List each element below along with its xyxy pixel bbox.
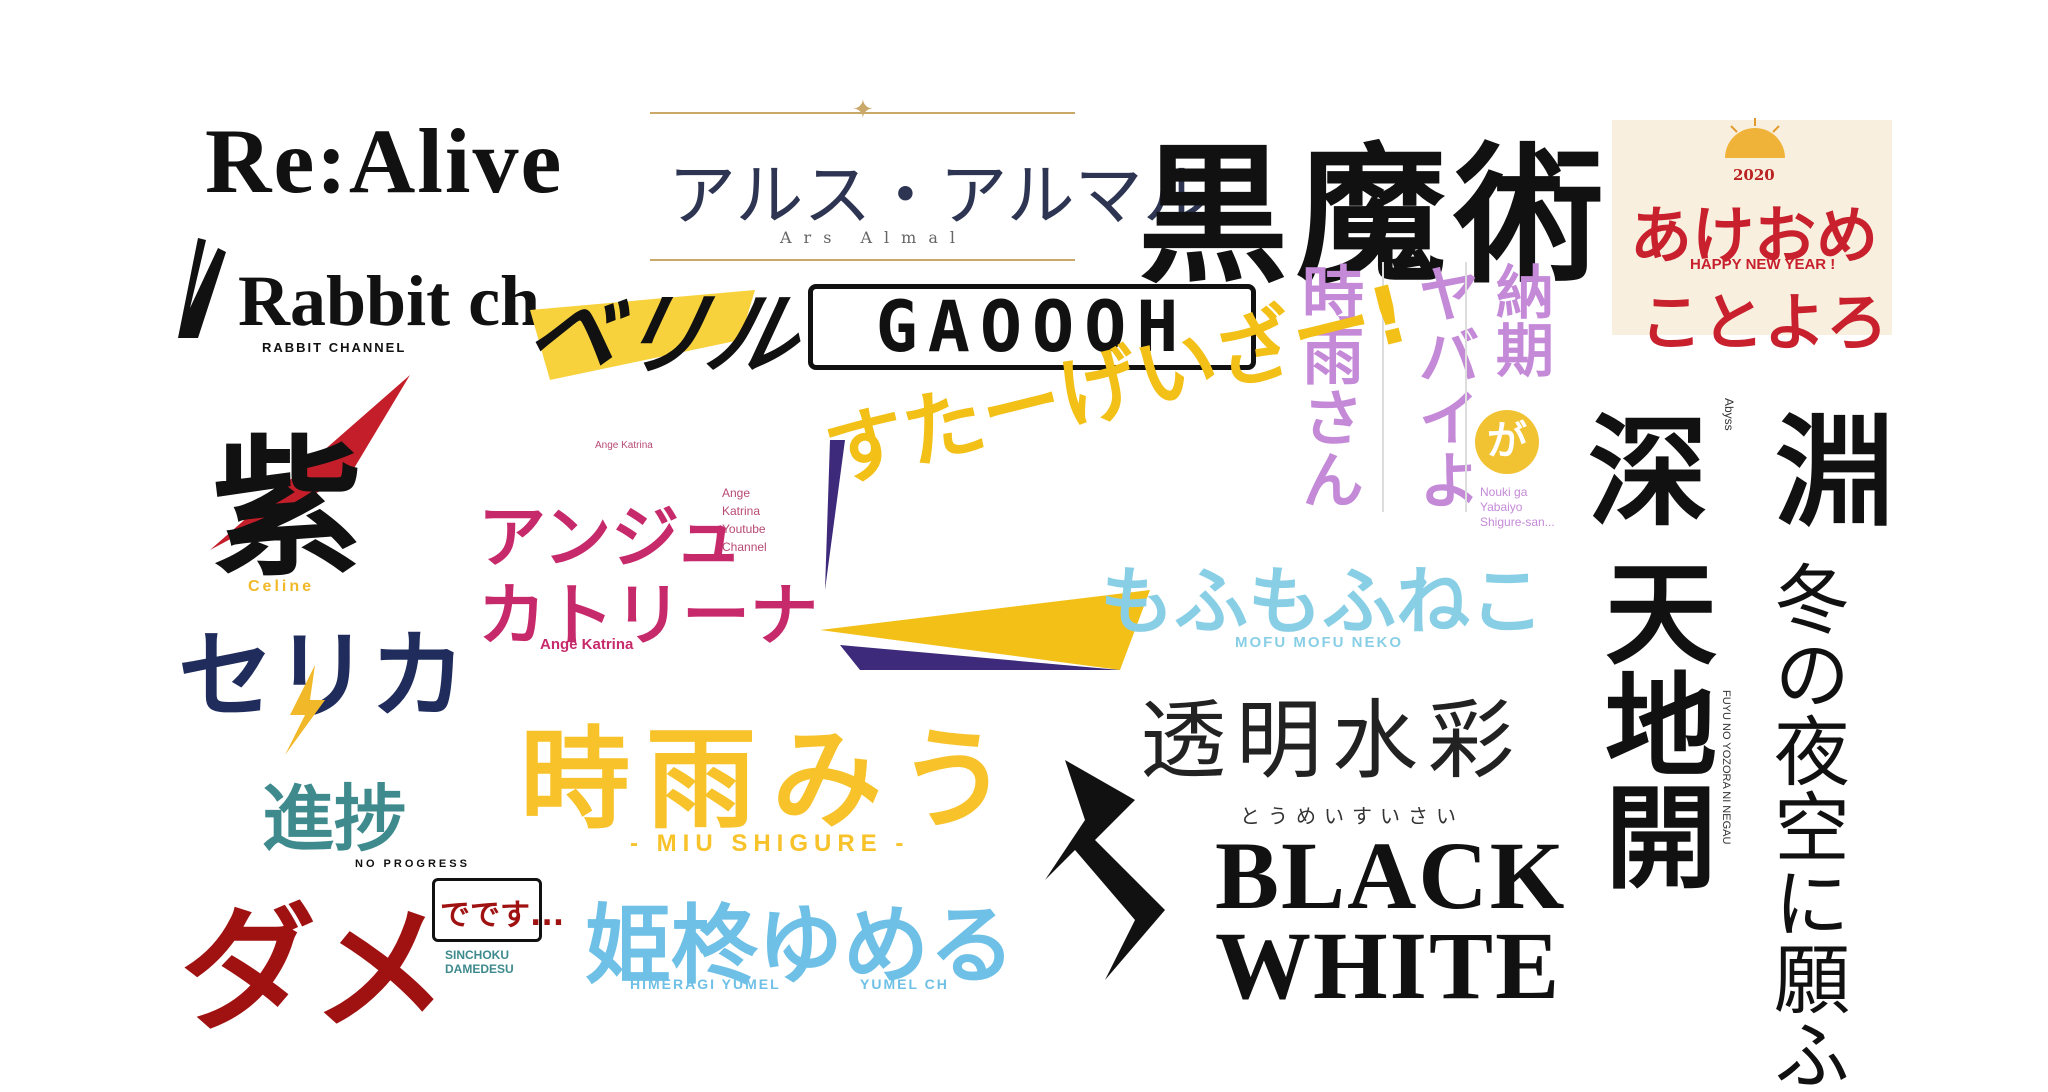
noki-col1: 時雨さん bbox=[1291, 262, 1364, 510]
toumei-logo: 透明水彩 bbox=[1140, 691, 1524, 791]
ange-footer: Ange Katrina bbox=[540, 636, 634, 653]
miu-subtitle: - MIU SHIGURE - bbox=[630, 830, 910, 857]
mofu-logo: もふもふねこ bbox=[1100, 559, 1544, 645]
shinchoku-line1: 進捗 bbox=[262, 777, 407, 861]
scribble-splash bbox=[520, 270, 765, 390]
ange-top-caption: Ange Katrina bbox=[595, 440, 653, 451]
noki-note3: Shigure-san... bbox=[1480, 515, 1555, 529]
shinen-caption: Abyss bbox=[1722, 398, 1736, 431]
arsalmal-subtitle: Ars Almal bbox=[780, 228, 967, 247]
blackwhite-line1: BLACK bbox=[1215, 822, 1567, 929]
gaooo-logo: GAOOOH bbox=[808, 284, 1256, 370]
shinen-right: 淵 bbox=[1775, 402, 1895, 543]
arsalmal-frame bbox=[650, 112, 1075, 261]
noki-divider bbox=[1465, 262, 1467, 512]
miu-logo: 時雨みう bbox=[520, 716, 1024, 844]
scribble-logo: ベリル bbox=[517, 283, 810, 388]
noki-divider bbox=[1382, 262, 1384, 512]
shinen-left: 深 bbox=[1588, 402, 1708, 543]
himeragi-logo: 姫柊ゆめる bbox=[585, 896, 1015, 996]
celine-caption: Celine bbox=[248, 578, 315, 595]
noki-note1: Nouki ga bbox=[1480, 485, 1528, 499]
kokumajutsu-logo: 黒魔術 bbox=[1138, 128, 1613, 304]
akeome-line1: あけおめ bbox=[1630, 199, 1879, 272]
blackwhite-line2: WHITE bbox=[1215, 912, 1562, 1019]
ange-line2: カトリーナ bbox=[478, 577, 819, 656]
spiky-slash bbox=[200, 375, 420, 555]
lightning-icon bbox=[280, 665, 330, 755]
shinchoku-sub: NO PROGRESS bbox=[355, 858, 470, 870]
realive-logo: Re:Alive bbox=[205, 110, 564, 212]
star-icon: ✦ bbox=[852, 95, 874, 125]
fuyu-logo: 冬の夜空に願ふ bbox=[1761, 560, 1850, 1092]
akeome-banner: HAPPY NEW YEAR ! bbox=[1690, 256, 1836, 273]
spiky-logo: 紫 bbox=[212, 421, 363, 597]
crescent-moon bbox=[1870, 555, 1950, 695]
tenchi-logo: 天地開 bbox=[1586, 555, 1717, 891]
himeragi-sub2: YUMEL CH bbox=[860, 976, 949, 992]
noki-col3: 納期 bbox=[1486, 262, 1554, 378]
speech-bubble bbox=[432, 878, 542, 942]
rabbit-ears-icon bbox=[168, 228, 238, 338]
ange-side-caption: Ange Katrina Youtube Channel bbox=[722, 486, 767, 554]
mofu-subtitle: MOFU MOFU NEKO bbox=[1235, 634, 1403, 651]
akeome-line2: ことよろ bbox=[1640, 286, 1889, 359]
ange-line1: アンジュ bbox=[478, 499, 743, 578]
fuyu-caption: FUYU NO YOZORA NI NEGAU bbox=[1720, 690, 1732, 845]
noki-note2: Yabaiyo bbox=[1480, 500, 1523, 514]
sunrise-icon bbox=[1715, 118, 1795, 158]
shinchoku-big: ダメ bbox=[180, 892, 448, 1050]
rabbit-ch-title: Rabbit ch bbox=[238, 261, 541, 341]
celine-logo: セリカ bbox=[178, 620, 466, 732]
noki-ga-badge: が bbox=[1475, 410, 1539, 474]
shinchoku-tail: でです... bbox=[440, 898, 565, 933]
s-mark bbox=[1035, 760, 1175, 980]
himeragi-sub: HIMERAGI YUMEL bbox=[630, 976, 781, 992]
arsalmal-title: アルス・アルマル bbox=[668, 157, 1211, 236]
sutage-shards bbox=[820, 440, 1240, 670]
toumei-kana: とうめいすいさい bbox=[1240, 804, 1464, 828]
shinchoku-foot: SINCHOKU DAMEDESU bbox=[445, 948, 514, 976]
akeome-year: 2020 bbox=[1733, 166, 1775, 184]
noki-col2: ヤバイよ bbox=[1407, 262, 1480, 510]
rabbit-channel-caption: RABBIT CHANNEL bbox=[262, 340, 407, 355]
